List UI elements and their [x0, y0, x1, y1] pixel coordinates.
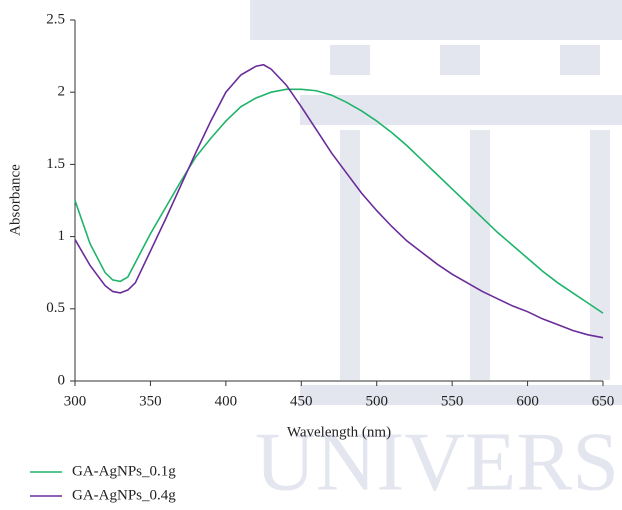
y-tick-label: 2 — [58, 84, 66, 100]
y-tick-label: 1.5 — [46, 156, 65, 172]
legend-label: GA-AgNPs_0.4g — [72, 487, 176, 503]
data-line — [74, 63, 604, 339]
x-tick-label: 550 — [441, 393, 464, 409]
legend-label: GA-AgNPs_0.1g — [72, 463, 176, 479]
watermark-text: UNIVERS — [255, 415, 619, 508]
y-tick-label: 0.5 — [46, 300, 65, 316]
watermark: UNIVERS — [250, 0, 622, 508]
x-tick-label: 450 — [290, 393, 313, 409]
x-tick-label: 650 — [592, 393, 615, 409]
y-axis-label: Absorbance — [7, 164, 23, 236]
x-tick-label: 300 — [64, 393, 87, 409]
x-axis-label: Wavelength (nm) — [287, 424, 391, 440]
x-tick-label: 600 — [516, 393, 539, 409]
x-tick-label: 500 — [365, 393, 388, 409]
y-tick-label: 2.5 — [46, 11, 65, 27]
y-tick-label: 0 — [58, 372, 66, 388]
x-tick-label: 400 — [215, 393, 238, 409]
x-tick-label: 350 — [139, 393, 162, 409]
y-tick-label: 1 — [58, 228, 66, 244]
data-line — [74, 88, 604, 314]
